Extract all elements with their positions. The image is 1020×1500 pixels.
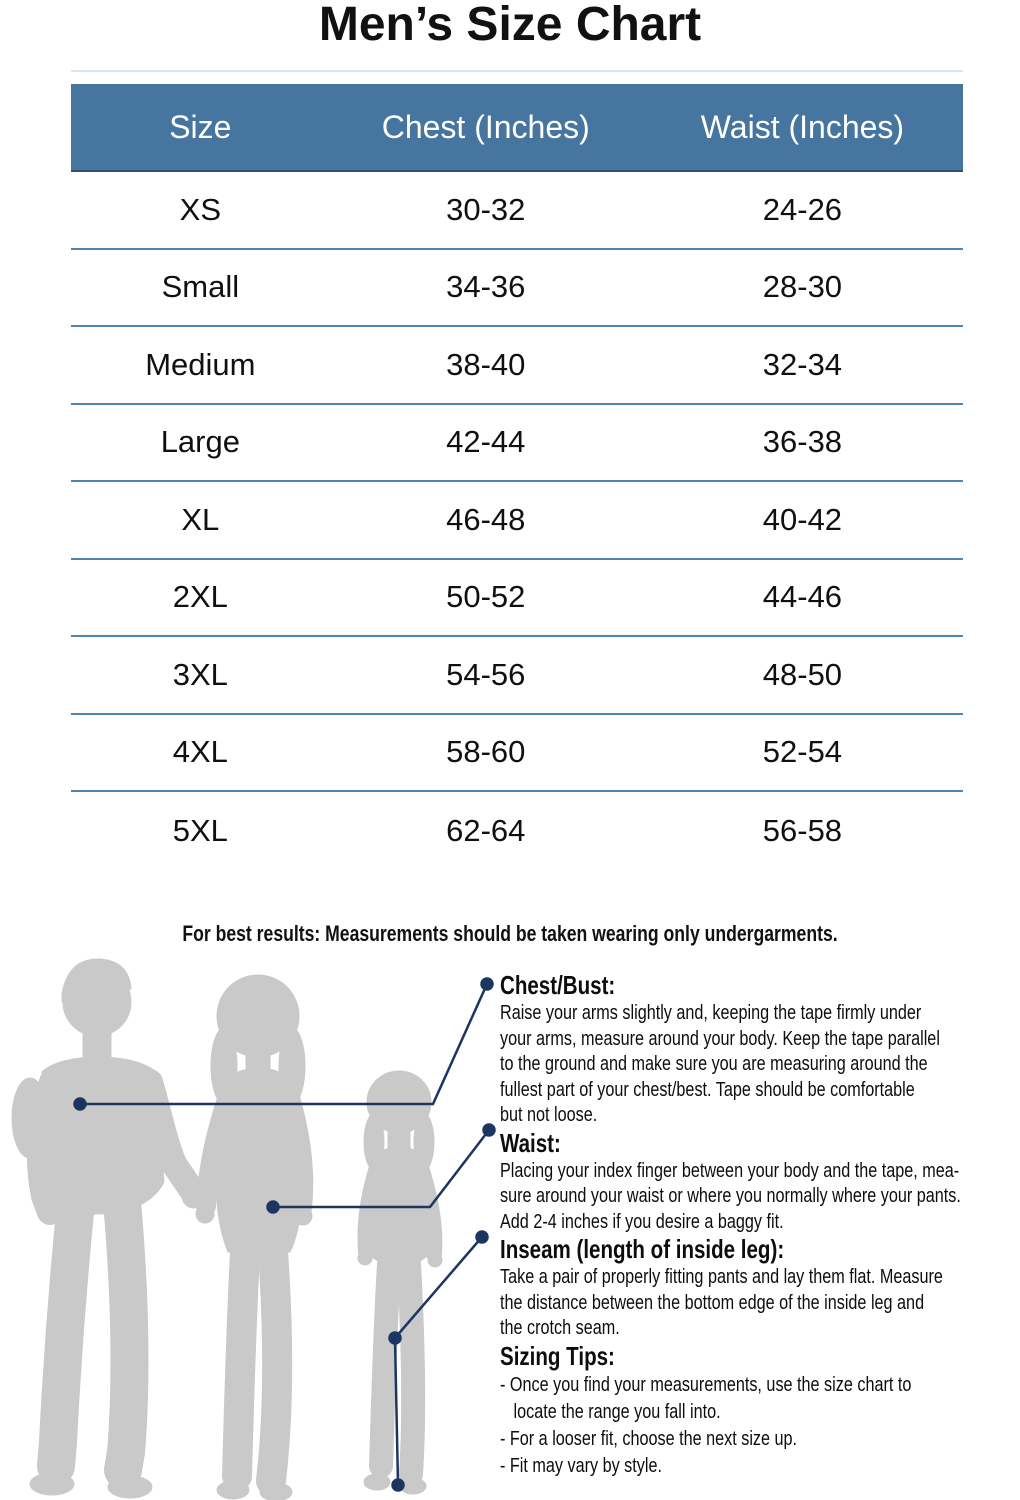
guide-section-heading: Inseam (length of inside leg): — [500, 1234, 785, 1264]
size-table-header: Size Chest (Inches) Waist (Inches) — [71, 84, 963, 172]
column-header-chest: Chest (Inches) — [381, 108, 590, 145]
chest-cell: 30-32 — [446, 191, 526, 227]
waist-cell: 40-42 — [762, 501, 843, 537]
chest-leader-line — [73, 977, 494, 1111]
table-row: Medium 38-40 32-34 — [71, 327, 963, 405]
chest-cell: 54-56 — [446, 656, 526, 692]
guide-section-body: Take a pair of properly fitting pants an… — [500, 1265, 943, 1339]
size-cell: 3XL — [172, 656, 228, 692]
chest-cell: 34-36 — [446, 269, 526, 305]
waist-cell: 24-26 — [762, 191, 843, 227]
table-row: 2XL 50-52 44-46 — [71, 560, 963, 637]
page-title: Men’s Size Chart — [318, 0, 702, 51]
waist-leader-line — [266, 1123, 496, 1214]
guide-section-heading: Chest/Bust: — [500, 970, 616, 1000]
size-table: Size Chest (Inches) Waist (Inches) XS 30-… — [71, 70, 963, 870]
size-cell: Small — [161, 269, 240, 305]
inseam-leader-line — [388, 1230, 489, 1492]
man-silhouette — [11, 958, 207, 1499]
column-header-size: Size — [169, 108, 232, 145]
size-cell: XS — [179, 191, 222, 227]
best-results-note: For best results: Measurements should be… — [182, 921, 838, 946]
guide-section-heading: Waist: — [500, 1127, 561, 1158]
size-cell: XL — [181, 501, 220, 537]
chest-cell: 38-40 — [446, 346, 526, 382]
chest-cell: 58-60 — [446, 734, 526, 770]
table-row: Large 42-44 36-38 — [71, 405, 963, 482]
column-header-waist: Waist (Inches) — [700, 108, 905, 145]
guide-section-body: - Once you find your measurements, use t… — [500, 1372, 912, 1477]
size-cell: 2XL — [172, 579, 228, 615]
table-row: XL 46-48 40-42 — [71, 482, 963, 560]
size-table-body: XS 30-32 24-26 Small 34-36 28-30 Medium 38-40 32… — [71, 172, 963, 870]
measure-guide: Chest/Bust: Raise your arms slightly and,… — [500, 970, 1020, 1479]
chest-cell: 50-52 — [446, 579, 526, 615]
child-silhouette — [357, 1070, 443, 1495]
woman-silhouette — [195, 974, 314, 1500]
waist-cell: 52-54 — [762, 734, 843, 770]
waist-cell: 56-58 — [762, 812, 843, 848]
table-row: XS 30-32 24-26 — [71, 172, 963, 250]
table-row: Small 34-36 28-30 — [71, 250, 963, 327]
chest-cell: 62-64 — [446, 812, 526, 848]
table-row: 5XL 62-64 56-58 — [71, 792, 963, 870]
waist-cell: 36-38 — [762, 424, 843, 460]
chest-cell: 46-48 — [446, 501, 526, 537]
waist-cell: 44-46 — [762, 579, 843, 615]
table-row: 3XL 54-56 48-50 — [71, 637, 963, 715]
size-cell: Medium — [145, 346, 256, 382]
guide-section-body: Raise your arms slightly and, keeping th… — [500, 1001, 940, 1126]
waist-cell: 32-34 — [762, 346, 843, 382]
size-cell: Large — [160, 424, 240, 460]
waist-cell: 28-30 — [762, 269, 843, 305]
waist-cell: 48-50 — [762, 656, 843, 692]
guide-section-body: Placing your index finger between your b… — [500, 1158, 961, 1233]
leader-lines — [73, 977, 496, 1492]
size-cell: 4XL — [172, 734, 228, 770]
table-row: 4XL 58-60 52-54 — [71, 715, 963, 792]
chest-cell: 42-44 — [446, 424, 526, 460]
guide-section-heading: Sizing Tips: — [500, 1340, 615, 1371]
size-cell: 5XL — [172, 812, 228, 848]
